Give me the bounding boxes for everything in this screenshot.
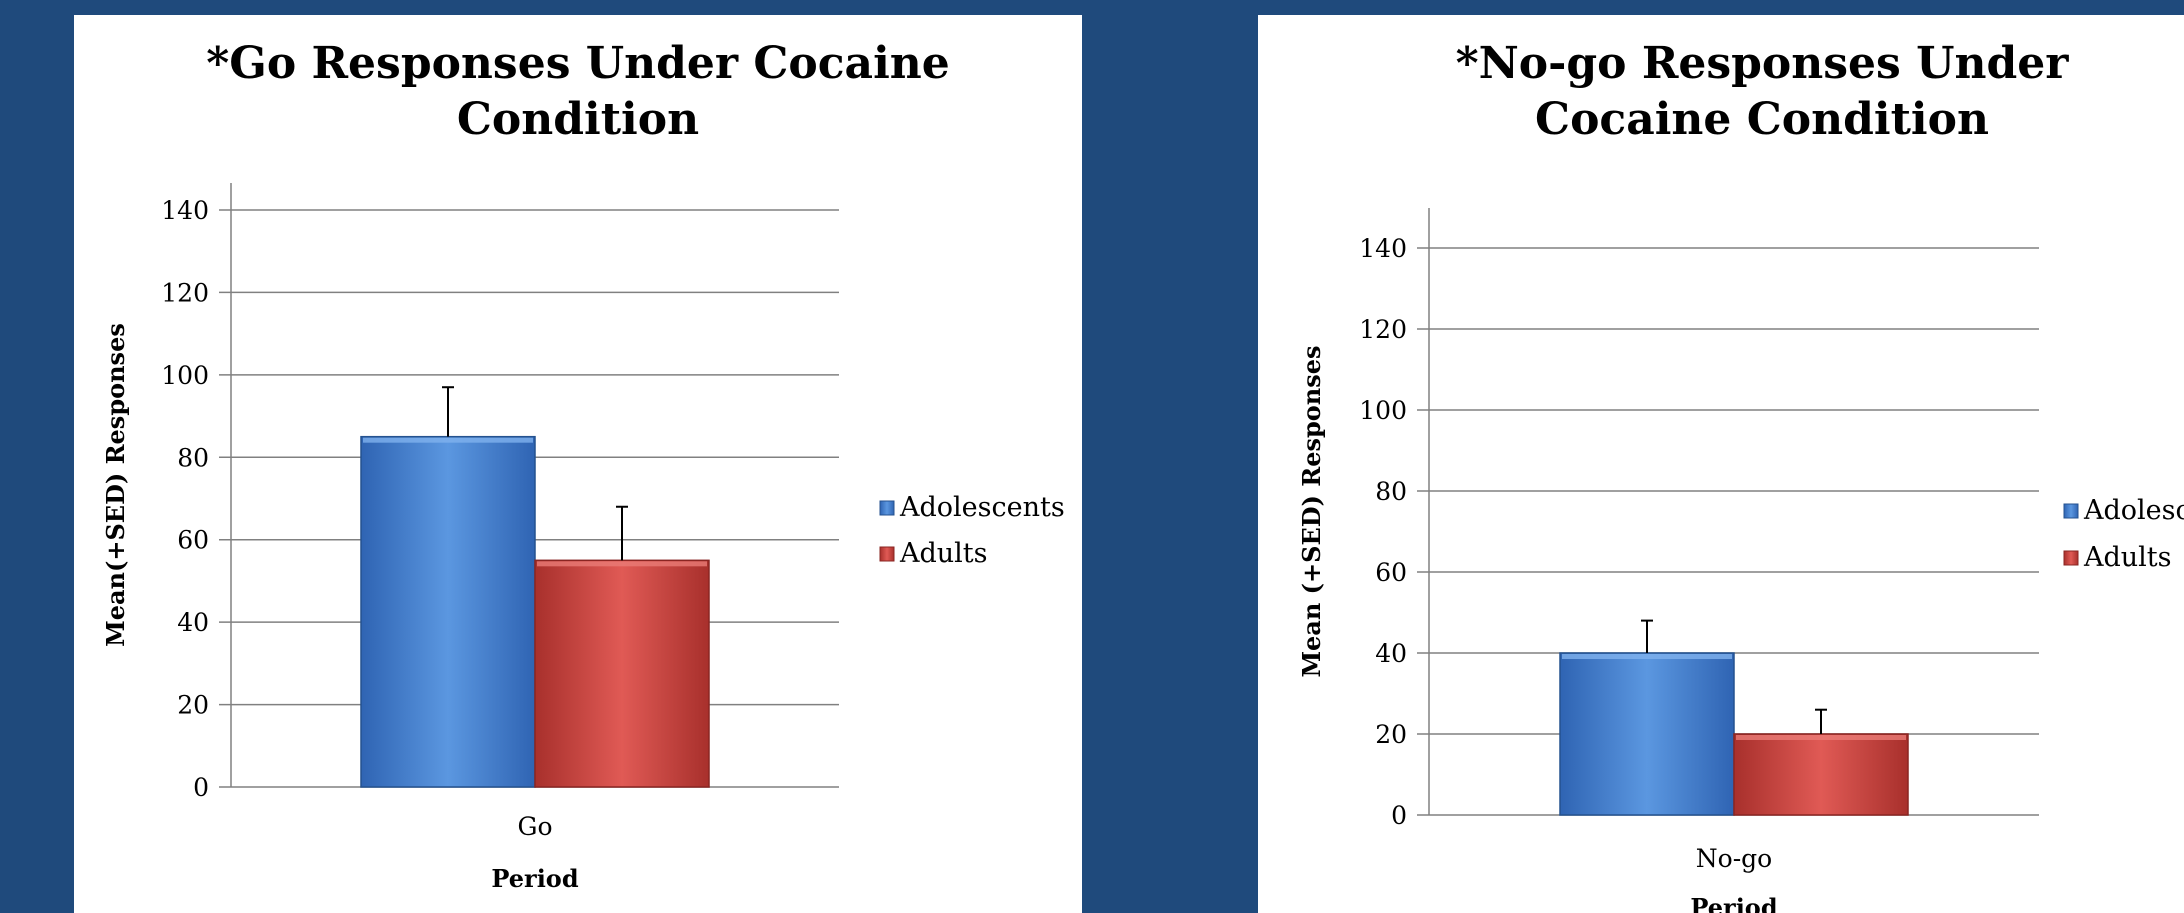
legend-label-adolescents: Adolescents	[2083, 495, 2184, 526]
x-axis-title: Period	[491, 864, 578, 893]
bar-adolescents	[360, 435, 536, 788]
bar-bevel	[1736, 735, 1906, 740]
bar-adolescents	[1559, 652, 1735, 816]
y-tick-label: 140	[161, 196, 209, 225]
y-axis-title: Mean(+SED) Responses	[101, 323, 130, 647]
bar-adults	[534, 559, 710, 788]
y-tick-label: 60	[1375, 558, 1407, 587]
legend-swatch-adolescents	[2063, 503, 2079, 519]
chart-title-line: *No-go Responses Under	[1456, 38, 2070, 89]
legend-label-adults: Adults	[2083, 542, 2172, 573]
x-category-label: Go	[517, 812, 552, 841]
y-tick-label: 120	[161, 278, 209, 307]
legend-swatch-adults	[879, 546, 895, 562]
y-tick-label: 40	[177, 608, 209, 637]
y-tick-label: 20	[1375, 720, 1407, 749]
legend-swatch-adolescents	[879, 500, 895, 516]
y-tick-label: 100	[1359, 396, 1407, 425]
bar-bevel	[1562, 654, 1732, 659]
bar-bevel	[537, 561, 707, 567]
y-tick-label: 0	[193, 773, 209, 802]
y-tick-label: 40	[1375, 639, 1407, 668]
y-tick-label: 0	[1391, 801, 1407, 830]
y-tick-label: 80	[1375, 477, 1407, 506]
x-category-label: No-go	[1696, 844, 1772, 873]
chart-panel-go: *Go Responses Under Cocaine Condition 0 20 4…	[74, 15, 1082, 913]
y-tick-label: 20	[177, 691, 209, 720]
x-axis-title: Period	[1690, 893, 1777, 913]
y-axis-title: Mean (+SED) Responses	[1297, 345, 1326, 677]
y-tick-label: 100	[161, 361, 209, 390]
legend-label-adolescents: Adolescents	[899, 492, 1065, 523]
y-tick-label: 60	[177, 526, 209, 555]
bar-adults	[1733, 733, 1909, 816]
y-tick-label: 140	[1359, 234, 1407, 263]
chart-title-line: Cocaine Condition	[1535, 94, 1989, 145]
chart-title-line: *Go Responses Under Cocaine	[206, 38, 950, 89]
legend-label-adults: Adults	[899, 538, 988, 569]
chart-panel-nogo: *No-go Responses Under Cocaine Condition 0…	[1258, 15, 2184, 913]
y-tick-label: 80	[177, 443, 209, 472]
bar-bevel	[363, 437, 533, 443]
y-tick-label: 120	[1359, 315, 1407, 344]
legend-swatch-adults	[2063, 550, 2079, 566]
chart-title-line: Condition	[457, 94, 699, 145]
